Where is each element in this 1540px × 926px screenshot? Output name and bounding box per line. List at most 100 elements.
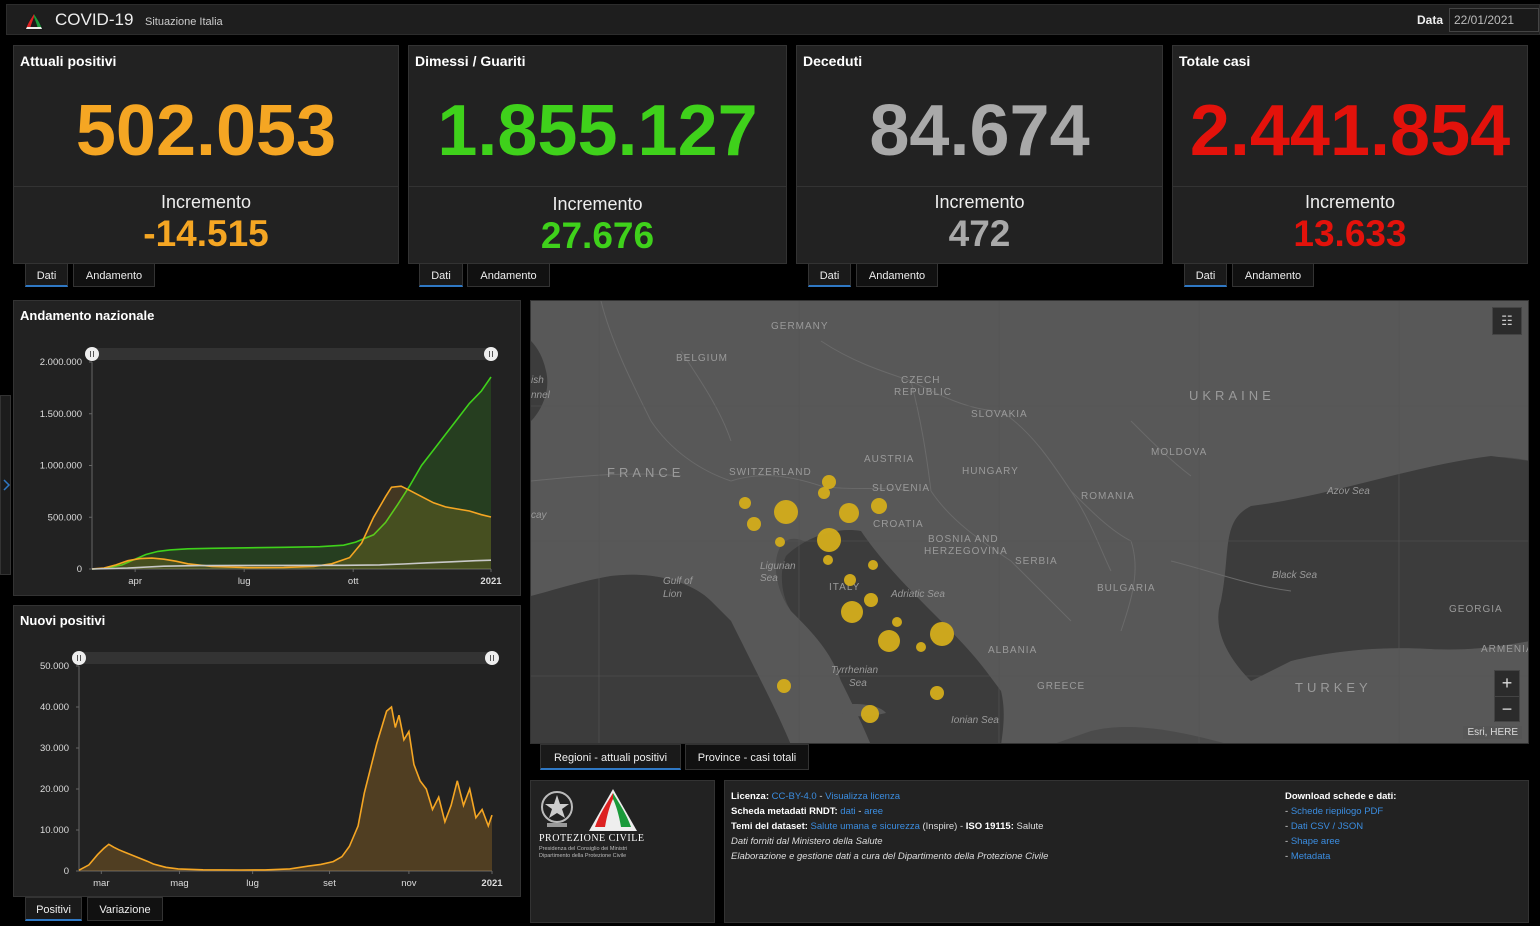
region-bubble[interactable] [817,528,841,552]
map-label: ALBANIA [988,645,1037,656]
download-pdf-link[interactable]: Schede riepilogo PDF [1290,806,1384,817]
tab-positivi[interactable]: Positivi [25,897,82,921]
range-slider-track[interactable] [92,348,491,360]
tab-province-casi-totali[interactable]: Province - casi totali [685,744,809,770]
region-bubble[interactable] [930,686,944,700]
stat-value: 1.855.127 [437,91,758,171]
map-label: Ligurian [760,561,796,572]
map-label: Black Sea [1272,570,1317,581]
stat-panel-attuali-positivi: Attuali positivi 502.053 Incremento -14.… [13,45,399,264]
region-bubble[interactable] [871,498,887,514]
x-tick-label: mag [170,878,188,889]
region-bubble[interactable] [861,705,879,723]
tab-dati[interactable]: Dati [419,263,463,287]
map-label: FRANCE [607,465,684,480]
stat-value: 502.053 [75,91,337,171]
y-tick-label: 1.000.000 [40,461,82,472]
tab-regioni-attuali-positivi[interactable]: Regioni - attuali positivi [540,744,681,770]
list-icon: ☷ [1501,313,1513,328]
region-bubble[interactable] [774,500,798,524]
map-label: Ionian Sea [951,715,999,726]
series-line [91,485,492,570]
italian-emblem-icon [541,791,573,827]
y-tick-label: 50.000 [40,661,69,672]
series-area [92,486,491,569]
region-bubble[interactable] [916,642,926,652]
tab-andamento[interactable]: Andamento [856,263,938,287]
legend-list-button[interactable]: ☷ [1492,307,1522,335]
app-header: COVID-19 Situazione Italia Data [6,4,1540,35]
tab-dati[interactable]: Dati [1184,263,1227,287]
stat-panel-totale-casi: Totale casi 2.441.854 Incremento 13.633 [1172,45,1528,264]
map-label: nnel [531,390,551,401]
x-tick-label: 2021 [481,878,503,889]
divider [797,186,1162,187]
date-input[interactable] [1449,8,1539,32]
range-slider-handle[interactable] [484,347,498,361]
region-bubble[interactable] [864,593,878,607]
chart-title: Andamento nazionale [20,308,155,323]
tab-dati[interactable]: Dati [25,263,68,287]
map-label: MOLDOVA [1151,447,1207,458]
region-bubble[interactable] [775,537,785,547]
region-bubble[interactable] [777,679,791,693]
increment-value: -14.515 [143,213,269,254]
increment-label: Incremento [1304,192,1396,212]
region-bubble[interactable] [747,517,761,531]
view-license-link[interactable]: Visualizza licenza [825,791,900,802]
protezione-civile-logo-icon [24,12,44,30]
stat-title: Totale casi [1179,53,1251,69]
tab-dati[interactable]: Dati [808,263,851,287]
range-slider-handle[interactable] [72,651,86,665]
metadata-dati-link[interactable]: dati [840,806,856,817]
stat-tabs-3: Dati Andamento [808,263,938,287]
region-bubble[interactable] [818,487,830,499]
download-title: Download schede e dati: [1285,791,1397,802]
metadata-aree-link[interactable]: aree [864,806,884,817]
map-view[interactable]: GERMANY BELGIUM CZECH REPUBLIC SLOVAKIA … [530,300,1529,744]
range-slider-handle[interactable] [85,347,99,361]
chart-andamento-nazionale: Andamento nazionale 2.000.000 1.500.000 1.… [13,300,521,596]
region-bubble[interactable] [839,503,859,523]
map-label: CZECH [901,375,940,386]
themes-link[interactable]: Salute umana e sicurezza [810,821,920,832]
protezione-civile-emblem-icon [589,789,637,831]
x-tick-label: lug [238,576,251,587]
region-bubble[interactable] [823,555,833,565]
range-slider-handle[interactable] [485,651,499,665]
download-csv-link[interactable]: Dati CSV / JSON [1290,821,1364,832]
map-label: REPUBLIC [894,387,952,398]
x-tick-label: ott [348,576,359,587]
sidebar-expand-handle[interactable] [0,395,11,575]
download-section: Download schede e dati: - Schede riepilo… [1285,789,1515,864]
map-label: GREECE [1037,681,1085,692]
region-bubble[interactable] [868,560,878,570]
license-link[interactable]: CC-BY-4.0 [771,791,817,802]
region-bubble[interactable] [930,622,954,646]
region-bubble[interactable] [739,497,751,509]
stat-tabs-4: Dati Andamento [1184,263,1314,287]
tab-andamento[interactable]: Andamento [1232,263,1314,287]
app-subtitle: Situazione Italia [145,16,223,28]
increment-label: Incremento [160,192,252,212]
map-canvas[interactable]: GERMANY BELGIUM CZECH REPUBLIC SLOVAKIA … [531,301,1529,744]
region-bubble[interactable] [844,574,856,586]
region-bubble[interactable] [841,601,863,623]
zoom-in-button[interactable]: + [1495,671,1519,697]
area-chart: 50.000 40.000 30.000 20.000 10.000 0 mar mag lug… [40,651,503,889]
region-bubble[interactable] [878,630,900,652]
increment-value: 27.676 [540,215,655,256]
map-label: HUNGARY [962,466,1019,477]
download-metadata-link[interactable]: Metadata [1290,851,1331,862]
tab-andamento[interactable]: Andamento [467,263,550,287]
map-label: SWITZERLAND [729,467,812,478]
range-slider-track[interactable] [79,652,492,664]
tab-variazione[interactable]: Variazione [87,897,163,921]
region-bubble[interactable] [822,475,836,489]
download-shape-link[interactable]: Shape aree [1290,836,1340,847]
line-chart: 2.000.000 1.500.000 1.000.000 500.000 0 apr lu… [40,347,502,587]
region-bubble[interactable] [892,617,902,627]
zoom-out-button[interactable]: − [1501,699,1513,719]
tab-andamento[interactable]: Andamento [73,263,155,287]
map-label: Sea [760,573,778,584]
